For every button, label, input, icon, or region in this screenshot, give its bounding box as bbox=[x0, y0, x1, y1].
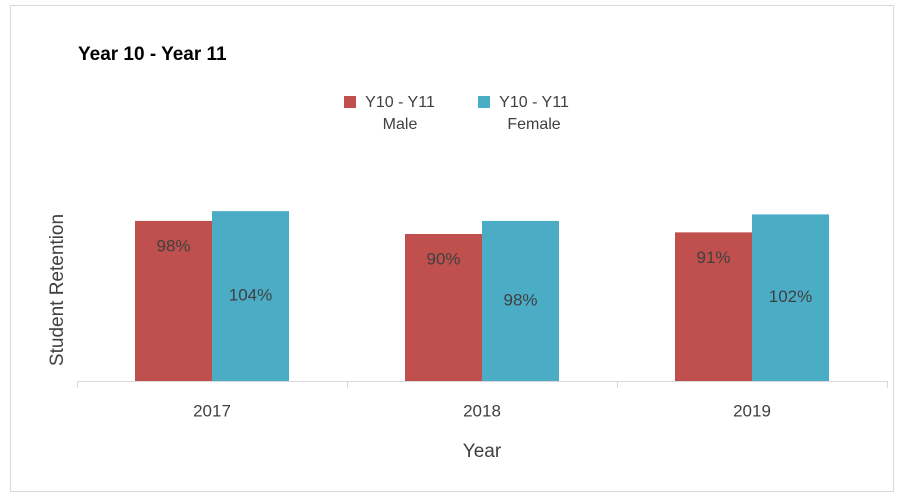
x-tick-label: 2018 bbox=[463, 401, 501, 420]
data-label: 98% bbox=[503, 290, 537, 309]
data-label: 104% bbox=[229, 286, 272, 305]
legend-label: Y10 - Y11 Female bbox=[499, 94, 569, 133]
data-label: 91% bbox=[696, 248, 730, 267]
bar bbox=[135, 220, 212, 381]
x-tick-label: 2019 bbox=[733, 401, 771, 420]
data-label: 90% bbox=[426, 249, 460, 268]
y-axis-title: Student Retention bbox=[47, 214, 68, 366]
x-tick-label: 2017 bbox=[193, 401, 231, 420]
bar bbox=[212, 211, 289, 381]
x-axis-title: Year bbox=[463, 441, 502, 462]
bar bbox=[405, 234, 482, 381]
legend-item: Y10 - Y11 Male bbox=[344, 92, 440, 136]
data-label: 98% bbox=[156, 236, 190, 255]
bar bbox=[752, 214, 829, 381]
chart-title: Year 10 - Year 11 bbox=[78, 44, 227, 65]
legend-swatch bbox=[344, 96, 356, 108]
legend-label: Y10 - Y11 Male bbox=[365, 94, 435, 133]
legend-swatch bbox=[478, 96, 490, 108]
data-label: 102% bbox=[769, 287, 812, 306]
bar bbox=[675, 232, 752, 381]
bar bbox=[482, 220, 559, 381]
legend-item: Y10 - Y11 Female bbox=[478, 92, 574, 136]
